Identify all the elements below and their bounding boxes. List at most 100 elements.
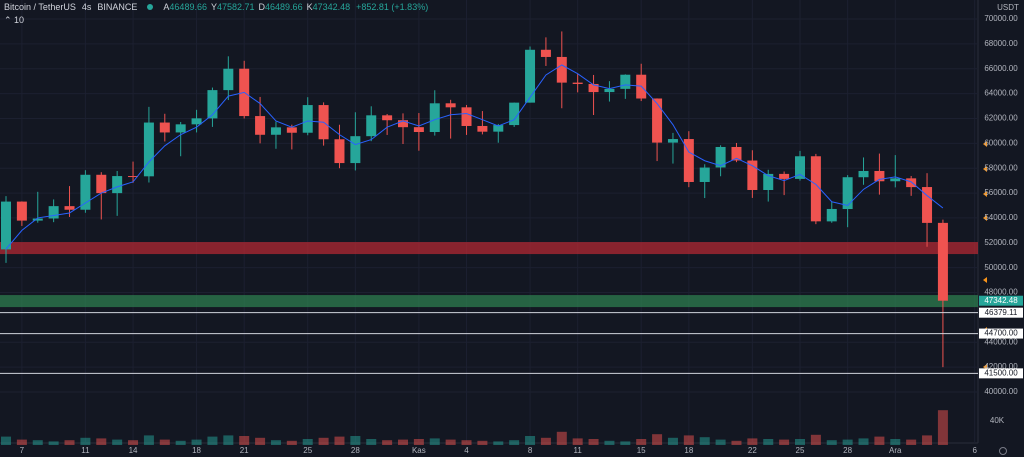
volume-bar	[699, 437, 710, 445]
ohlc-item: D46489.66	[259, 2, 303, 12]
volume-bar	[80, 437, 91, 445]
candle-body	[509, 102, 520, 126]
volume-bar	[620, 441, 631, 445]
volume-bar	[175, 440, 186, 445]
candle-body	[731, 146, 742, 161]
candle-body	[683, 139, 694, 182]
status-dot	[147, 4, 154, 10]
volume-bar	[143, 435, 154, 445]
x-tick-label: 14	[129, 446, 138, 455]
candle-body	[826, 208, 837, 222]
volume-bar	[874, 436, 885, 445]
x-tick-label: 18	[684, 446, 693, 455]
volume-bar	[509, 440, 520, 445]
volume-bar	[461, 440, 472, 445]
volume-bar	[477, 440, 488, 445]
candle-body	[715, 146, 726, 168]
volume-bar	[64, 440, 75, 445]
y-tick-label: 62000.00	[984, 114, 1018, 123]
candle-body	[890, 178, 901, 182]
x-tick-label: 7	[20, 446, 25, 455]
candle-body	[461, 107, 472, 126]
volume-bar	[652, 434, 663, 445]
x-tick-label: 4	[464, 446, 469, 455]
currency: USDT	[997, 3, 1019, 12]
ohlc: A46489.66 Y47582.71 D46489.66 K47342.48	[163, 2, 350, 12]
y-tick-label: 60000.00	[984, 138, 1018, 147]
x-tick-label: Ara	[889, 446, 902, 455]
volume-bar	[207, 436, 218, 445]
volume-bar	[493, 441, 504, 445]
x-tick-label: 15	[637, 446, 646, 455]
candle-body	[286, 127, 297, 133]
candle-body	[398, 120, 408, 128]
volume-bar	[731, 440, 742, 445]
volume-bar	[16, 439, 27, 445]
candle-body	[207, 90, 218, 119]
settings-icon[interactable]	[999, 447, 1007, 455]
interval[interactable]: 4s	[81, 2, 92, 12]
volume-bar	[366, 439, 377, 445]
candle-body	[874, 170, 885, 182]
y-tick-label: 44000.00	[984, 337, 1018, 346]
x-tick-label: 28	[351, 446, 360, 455]
candle-body	[652, 98, 663, 143]
volume-bar	[826, 440, 837, 445]
indicator-value: 10	[14, 15, 25, 25]
volume-bar	[636, 439, 647, 445]
volume-bar	[1, 436, 11, 445]
candle-body	[143, 122, 154, 177]
candle-body	[32, 218, 43, 221]
candle-body	[16, 201, 27, 221]
x-tick-label: Kas	[412, 446, 426, 455]
volume-bar	[810, 434, 821, 445]
x-tick-label: 11	[81, 446, 90, 455]
candle-body	[556, 56, 567, 83]
candle-body	[255, 116, 266, 135]
volume-bar	[906, 439, 917, 445]
ohlc-item: Y47582.71	[211, 2, 255, 12]
volume-bar	[922, 435, 933, 445]
candle-body	[937, 222, 948, 301]
volume-bar	[350, 436, 361, 445]
y-tick-label: 58000.00	[984, 163, 1018, 172]
candle-body	[747, 160, 758, 190]
volume-bar	[239, 436, 250, 445]
candle-body	[128, 176, 139, 178]
candle-body	[366, 115, 377, 137]
volume-bar	[96, 438, 107, 445]
y-tick-label: 56000.00	[984, 188, 1018, 197]
volume-bar	[255, 437, 266, 445]
candle-body	[159, 122, 170, 133]
volume-bar	[429, 438, 440, 445]
y-tick-label: 54000.00	[984, 213, 1018, 222]
y-tick-label: 40000.00	[984, 387, 1018, 396]
volume-bar	[890, 439, 901, 445]
last-price-label: 47342.48	[984, 296, 1018, 305]
candle-body	[667, 139, 678, 143]
level-tag	[979, 368, 1023, 379]
last-price-tag	[979, 295, 1023, 306]
volume-bar	[302, 439, 313, 445]
volume-tick-label: 40K	[990, 416, 1005, 425]
volume-bar	[795, 439, 805, 445]
ohlc-value: 46489.66	[265, 2, 303, 12]
level-tag	[979, 307, 1023, 318]
y-tick-label: 68000.00	[984, 39, 1018, 48]
ohlc-key: K	[306, 2, 313, 12]
ohlc-value: 47582.71	[216, 2, 255, 12]
volume-bar	[604, 440, 615, 445]
symbol[interactable]: Bitcoin / TetherUS	[4, 2, 76, 12]
indicator[interactable]: ⌃ 10	[4, 15, 25, 25]
volume-bar	[763, 439, 774, 445]
ohlc-value: 46489.66	[169, 2, 207, 12]
candle-body	[620, 74, 631, 89]
volume-bar	[556, 431, 567, 445]
candle-body	[810, 156, 821, 222]
change: +852.81 (+1.83%)	[356, 2, 429, 12]
volume-bar	[112, 439, 123, 445]
candle-body	[413, 127, 424, 133]
candle-body	[445, 103, 456, 108]
x-tick-label: 25	[303, 446, 312, 455]
